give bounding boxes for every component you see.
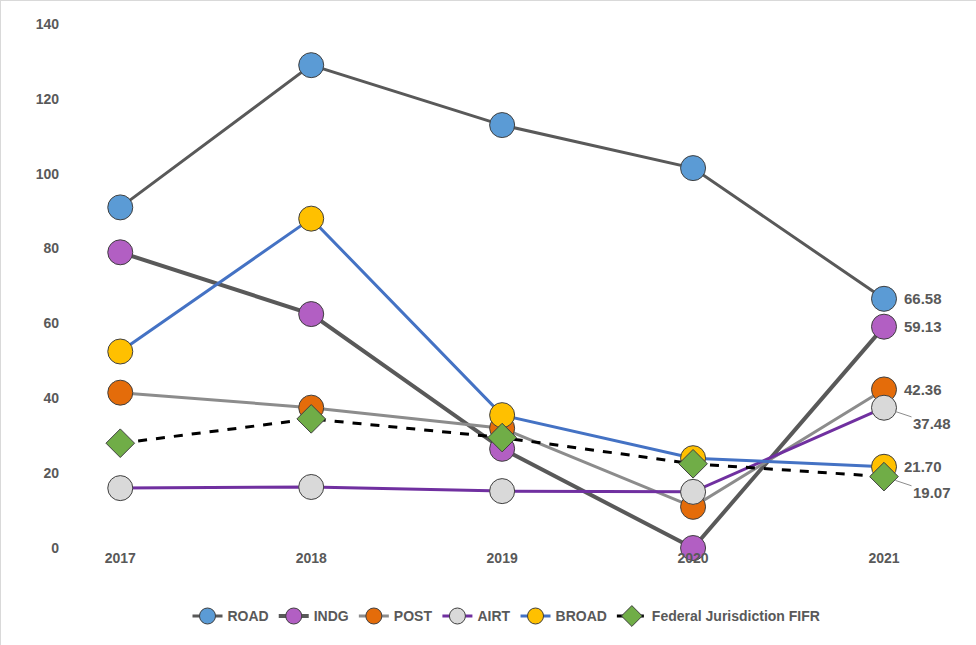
svg-text:Federal Jurisdiction FIFR: Federal Jurisdiction FIFR <box>652 608 820 624</box>
svg-text:ROAD: ROAD <box>228 608 269 624</box>
svg-text:POST: POST <box>394 608 433 624</box>
svg-text:100: 100 <box>36 166 60 182</box>
svg-text:21.70: 21.70 <box>904 458 942 475</box>
svg-text:59.13: 59.13 <box>904 318 942 335</box>
svg-text:60: 60 <box>43 315 59 331</box>
svg-text:0: 0 <box>51 540 59 556</box>
svg-text:2018: 2018 <box>296 550 327 566</box>
svg-text:INDG: INDG <box>314 608 349 624</box>
svg-text:37.48: 37.48 <box>913 415 951 432</box>
svg-text:AIRT: AIRT <box>477 608 510 624</box>
svg-text:2020: 2020 <box>677 550 708 566</box>
svg-text:19.07: 19.07 <box>913 484 951 501</box>
svg-text:140: 140 <box>36 16 60 32</box>
svg-text:66.58: 66.58 <box>904 290 942 307</box>
svg-text:40: 40 <box>43 390 59 406</box>
svg-text:42.36: 42.36 <box>904 381 942 398</box>
svg-text:120: 120 <box>36 91 60 107</box>
svg-text:80: 80 <box>43 240 59 256</box>
svg-text:BROAD: BROAD <box>556 608 607 624</box>
svg-text:20: 20 <box>43 465 59 481</box>
svg-text:2017: 2017 <box>105 550 136 566</box>
svg-text:2021: 2021 <box>868 550 899 566</box>
svg-text:2019: 2019 <box>487 550 518 566</box>
